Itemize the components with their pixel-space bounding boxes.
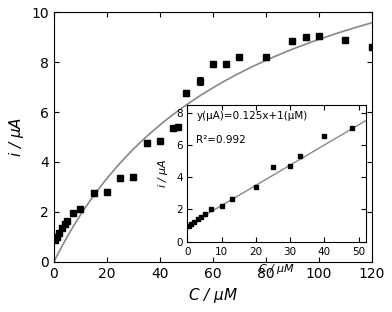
X-axis label: $C$ / μM: $C$ / μM: [188, 286, 238, 305]
Y-axis label: $i$ / μA: $i$ / μA: [7, 117, 26, 157]
